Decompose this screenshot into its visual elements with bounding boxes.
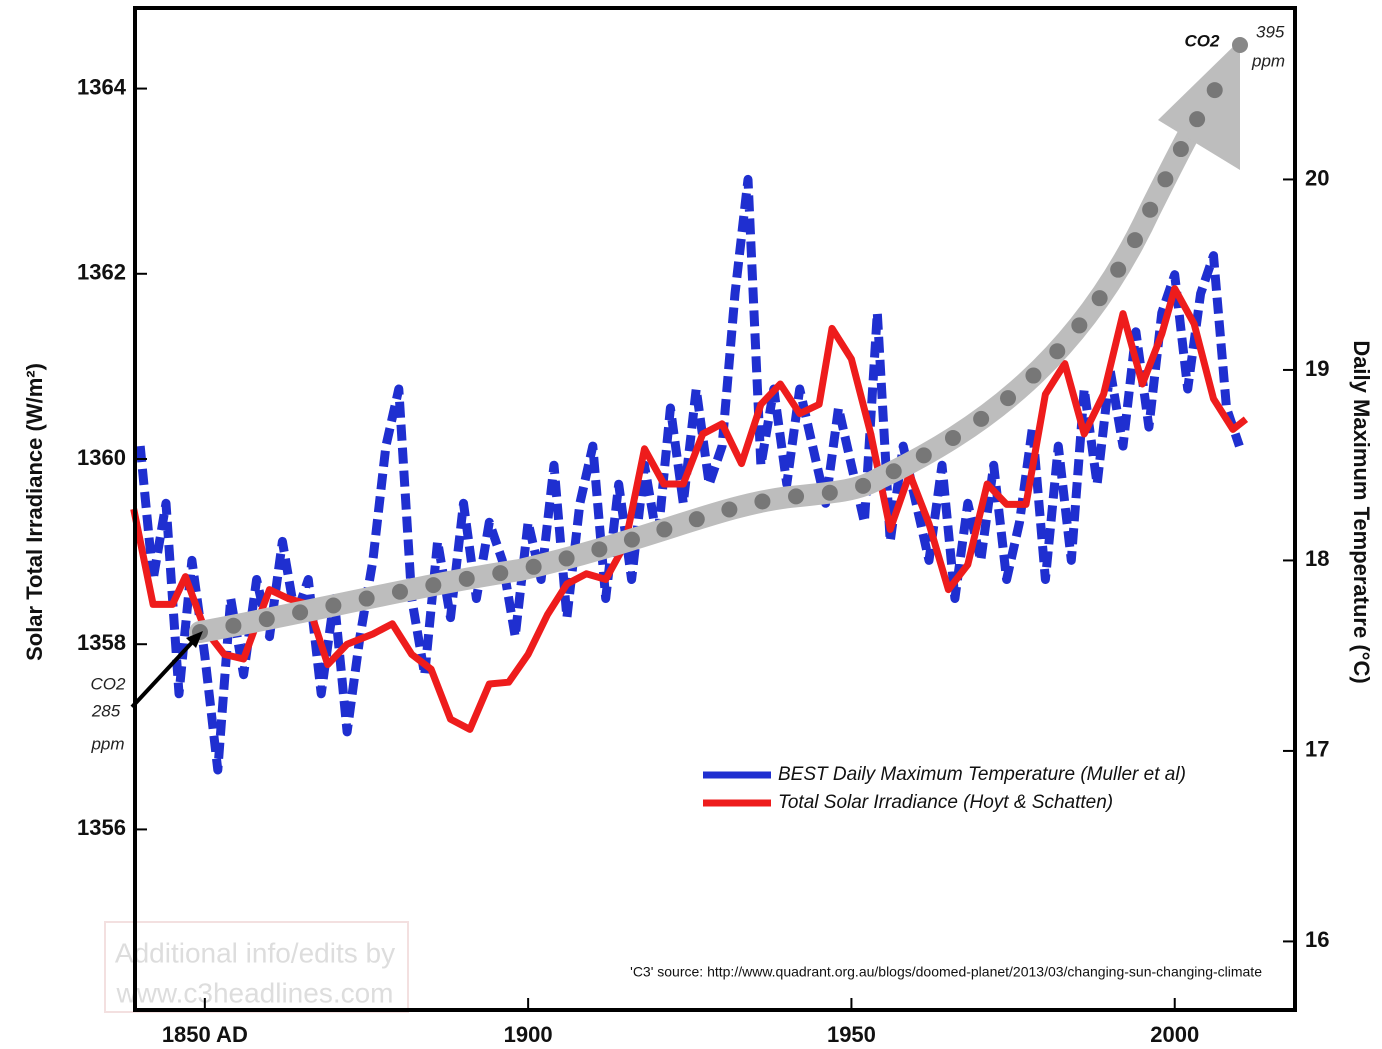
co2-dot: [358, 590, 375, 607]
co2-dot: [973, 410, 990, 427]
y2-tick-label: 20: [1305, 165, 1329, 190]
co2-dot: [721, 501, 738, 518]
co2-dot: [885, 463, 902, 480]
co2-dot: [558, 550, 575, 567]
x-tick-label: 1950: [827, 1022, 876, 1047]
y2-axis-label: Daily Maximum Temperature (°C): [1349, 340, 1374, 683]
co2-dot: [591, 541, 608, 558]
co2-dot: [1110, 261, 1127, 278]
co2-dot: [458, 570, 475, 587]
co2-dot: [1071, 317, 1088, 334]
co2-dot: [1025, 367, 1042, 384]
co2-dot: [688, 511, 705, 528]
co2-dot: [492, 565, 509, 582]
y-axis-label: Solar Total Irradiance (W/m²): [22, 363, 47, 661]
legend-label: BEST Daily Maximum Temperature (Muller e…: [778, 764, 1186, 785]
co2-dot: [944, 429, 961, 446]
co2-dot: [821, 484, 838, 501]
y-tick-label: 1360: [77, 445, 126, 470]
watermark: Additional info/edits by: [115, 937, 395, 968]
co2-pointer: [130, 634, 200, 709]
co2-dot: [754, 493, 771, 510]
y-tick-label: 1356: [77, 815, 126, 840]
plot-area: [130, 174, 1249, 775]
x-tick-label: 2000: [1150, 1022, 1199, 1047]
co2-dot: [1172, 141, 1189, 158]
co2-dot: [391, 583, 408, 600]
plot-frame: [133, 6, 1297, 1012]
co2-arrow: [189, 37, 1248, 643]
co2-dot: [1126, 232, 1143, 249]
co2-dot: [258, 611, 275, 628]
annotation: 285: [91, 701, 121, 720]
co2-dot: [656, 521, 673, 538]
co2-dot: [623, 531, 640, 548]
x-tick-label: 1900: [504, 1022, 553, 1047]
co2-dot: [325, 597, 342, 614]
co2-dot: [915, 447, 932, 464]
co2-dot: [1049, 343, 1066, 360]
co2-band: [189, 64, 1236, 643]
annotation: 395: [1256, 22, 1285, 41]
annotation: CO2: [1185, 31, 1221, 50]
co2-dot: [225, 617, 242, 634]
legend-label: Total Solar Irradiance (Hoyt & Schatten): [778, 792, 1113, 813]
y-tick-label: 1362: [77, 260, 126, 285]
co2-arrowhead: [1158, 40, 1240, 170]
co2-dot: [1157, 171, 1174, 188]
y2-tick-label: 17: [1305, 737, 1329, 762]
x-tick-label: 1850 AD: [162, 1022, 248, 1047]
watermark: www.c3headlines.com: [115, 977, 393, 1008]
co2-dot: [425, 577, 442, 594]
annotation: ppm: [90, 734, 124, 753]
co2-dot: [788, 488, 805, 505]
y-tick-label: 1358: [77, 630, 126, 655]
y-tick-label: 1364: [77, 74, 127, 99]
y2-tick-label: 16: [1305, 927, 1329, 952]
annotation: CO2: [91, 674, 127, 693]
y2-tick-label: 19: [1305, 356, 1329, 381]
source-note: 'C3' source: http://www.quadrant.org.au/…: [630, 964, 1262, 980]
co2-pointer-head: [186, 631, 203, 648]
co2-dot: [1091, 290, 1108, 307]
co2-dot: [1142, 201, 1159, 218]
co2-dot: [855, 477, 872, 494]
y2-tick-label: 18: [1305, 546, 1329, 571]
co2-dot: [1206, 82, 1223, 99]
co2-dot: [1232, 37, 1248, 53]
co2-dot: [292, 604, 309, 621]
co2-dot: [525, 558, 542, 575]
co2-dot: [1189, 111, 1206, 128]
annotation: ppm: [1251, 51, 1285, 70]
co2-dot: [1000, 390, 1017, 407]
series-line: [135, 174, 1244, 775]
